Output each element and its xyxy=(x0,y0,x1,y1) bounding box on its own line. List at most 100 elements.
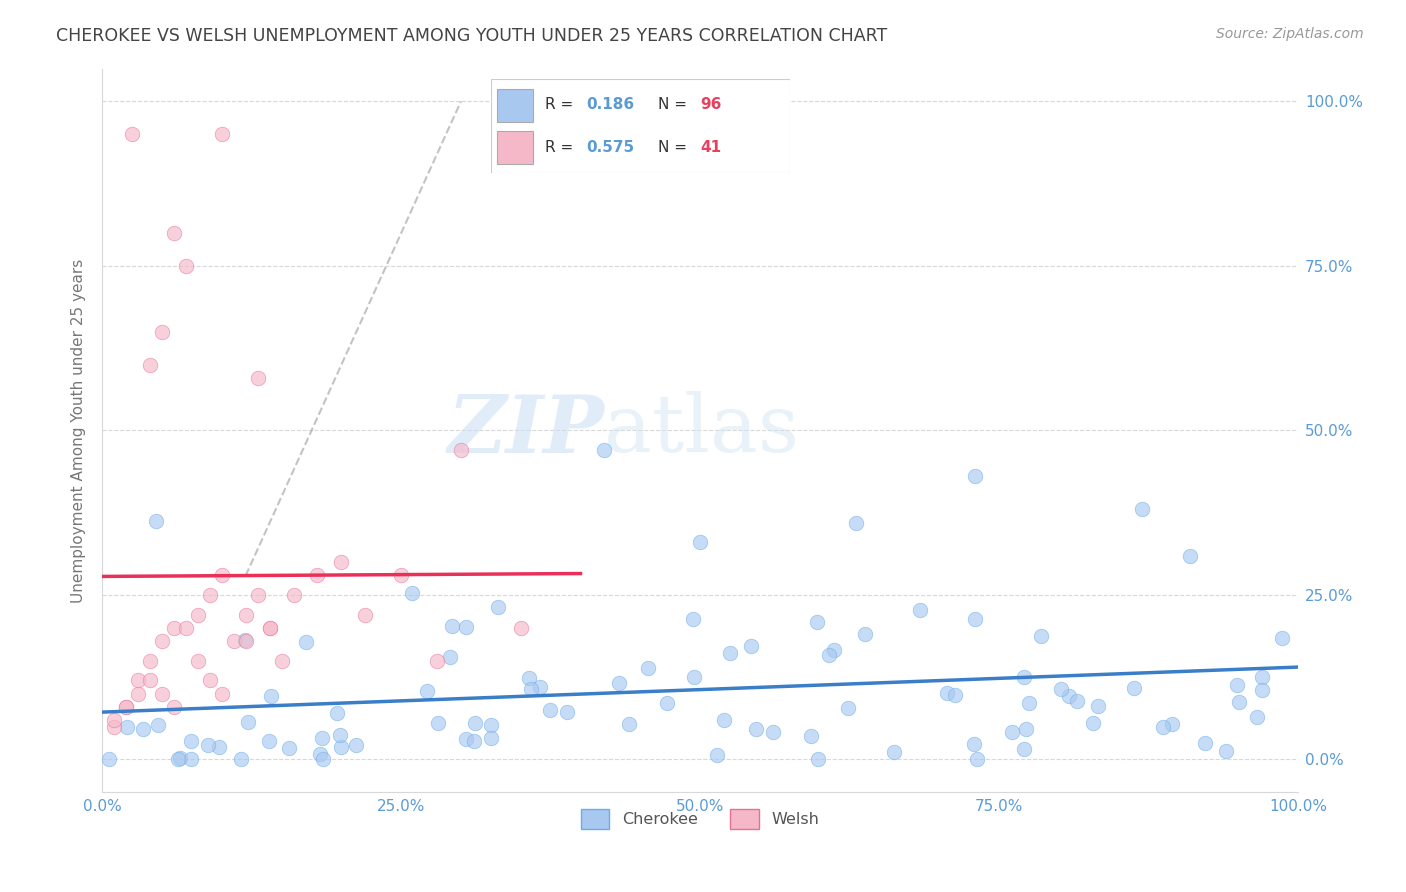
Point xyxy=(127,673,149,688)
Point xyxy=(706,747,728,762)
Point xyxy=(1018,696,1040,710)
Point xyxy=(167,752,190,766)
Point xyxy=(233,632,256,647)
Point xyxy=(127,687,149,701)
Point xyxy=(853,627,876,641)
Text: atlas: atlas xyxy=(605,392,800,469)
Point xyxy=(1271,631,1294,645)
Point xyxy=(837,701,859,715)
Point xyxy=(115,699,138,714)
Point xyxy=(745,722,768,736)
Point xyxy=(307,568,329,582)
Point xyxy=(246,371,269,385)
Point xyxy=(844,516,866,530)
Point xyxy=(1132,502,1154,516)
Point xyxy=(169,750,191,764)
Point xyxy=(1152,720,1174,734)
Point xyxy=(211,687,233,701)
Point xyxy=(910,603,932,617)
Point xyxy=(963,737,986,751)
Point xyxy=(311,731,333,746)
Point xyxy=(823,642,845,657)
Point xyxy=(817,648,839,662)
Point xyxy=(330,740,353,755)
Point xyxy=(97,752,120,766)
Point xyxy=(1226,678,1249,692)
Point xyxy=(1123,681,1146,695)
Point xyxy=(236,714,259,729)
Point xyxy=(463,734,485,748)
Point xyxy=(1227,695,1250,709)
Point xyxy=(174,259,197,273)
Point xyxy=(163,699,186,714)
Point xyxy=(963,612,986,626)
Point xyxy=(966,752,988,766)
Point xyxy=(235,634,257,648)
Point xyxy=(520,682,543,697)
Point xyxy=(211,568,233,582)
Point xyxy=(132,722,155,736)
Point xyxy=(637,660,659,674)
Point xyxy=(163,621,186,635)
Point xyxy=(229,752,252,766)
Point xyxy=(139,358,162,372)
Point xyxy=(555,705,578,719)
Point xyxy=(198,588,221,602)
Point xyxy=(197,738,219,752)
Point xyxy=(1066,693,1088,707)
Point xyxy=(1050,682,1073,697)
Point xyxy=(762,725,785,739)
Point xyxy=(389,568,412,582)
Point xyxy=(259,621,281,635)
Point xyxy=(807,752,830,766)
Point xyxy=(427,716,450,731)
Point xyxy=(180,752,202,766)
Text: ZIP: ZIP xyxy=(447,392,605,469)
Point xyxy=(1161,716,1184,731)
Point xyxy=(277,741,299,756)
Point xyxy=(150,325,173,339)
Legend: Cherokee, Welsh: Cherokee, Welsh xyxy=(574,803,825,835)
Point xyxy=(146,717,169,731)
Point xyxy=(450,443,472,458)
Point xyxy=(440,619,463,633)
Point xyxy=(479,731,502,746)
Point xyxy=(1029,629,1052,643)
Point xyxy=(259,621,281,635)
Point xyxy=(439,649,461,664)
Point xyxy=(329,728,352,742)
Point xyxy=(607,676,630,690)
Point xyxy=(1250,682,1272,697)
Point xyxy=(115,699,138,714)
Point xyxy=(312,752,335,766)
Point xyxy=(308,747,330,761)
Point xyxy=(617,717,640,731)
Point xyxy=(222,634,245,648)
Point xyxy=(121,128,143,142)
Point xyxy=(145,514,167,528)
Point xyxy=(479,718,502,732)
Text: CHEROKEE VS WELSH UNEMPLOYMENT AMONG YOUTH UNDER 25 YEARS CORRELATION CHART: CHEROKEE VS WELSH UNEMPLOYMENT AMONG YOU… xyxy=(56,27,887,45)
Point xyxy=(509,621,531,635)
Point xyxy=(883,745,905,759)
Point xyxy=(538,703,561,717)
Point xyxy=(139,654,162,668)
Point xyxy=(965,469,987,483)
Point xyxy=(150,634,173,648)
Point xyxy=(943,689,966,703)
Point xyxy=(1081,716,1104,731)
Point xyxy=(806,615,828,629)
Point xyxy=(517,671,540,685)
Point xyxy=(682,612,704,626)
Point xyxy=(163,226,186,240)
Point xyxy=(139,673,162,688)
Point xyxy=(713,713,735,727)
Point xyxy=(1251,670,1274,684)
Point xyxy=(1057,689,1080,703)
Point xyxy=(593,443,616,458)
Point xyxy=(415,684,437,698)
Point xyxy=(1246,710,1268,724)
Point xyxy=(325,706,347,720)
Point xyxy=(257,733,280,747)
Point xyxy=(454,620,477,634)
